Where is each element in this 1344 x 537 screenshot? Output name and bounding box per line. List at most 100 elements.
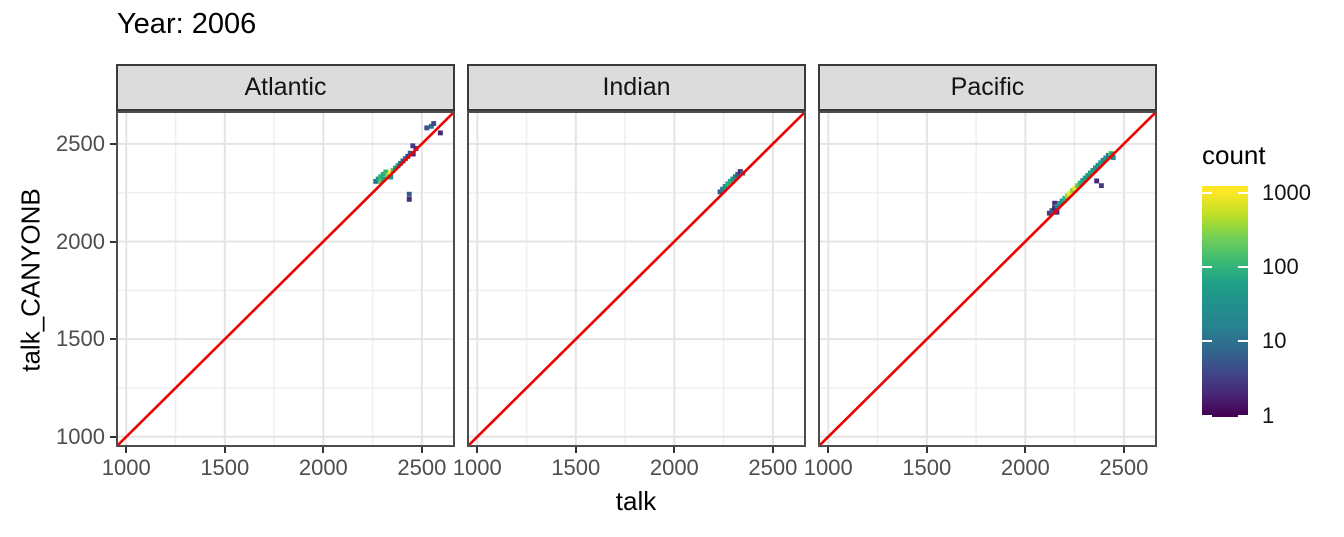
legend-tick-label: 1000 xyxy=(1262,179,1311,205)
facet-strip-label: Pacific xyxy=(950,73,1025,101)
facet-strip-atlantic: Atlantic xyxy=(116,64,455,111)
count-bin xyxy=(717,189,723,195)
count-bin xyxy=(1072,185,1078,191)
colorbar-tick xyxy=(1202,340,1212,343)
count-bin xyxy=(388,170,393,176)
x-tick-label: 2000 xyxy=(298,455,348,480)
count-bin xyxy=(437,130,443,136)
colorbar-tick xyxy=(1238,340,1248,343)
count-bin xyxy=(1100,157,1106,163)
count-bin xyxy=(1095,162,1101,168)
x-tick-label: 2500 xyxy=(397,455,447,480)
x-tick-mark xyxy=(673,447,676,453)
x-tick-mark xyxy=(925,447,928,453)
count-bin xyxy=(1069,188,1075,194)
count-bin xyxy=(722,183,728,189)
facet-strip-pacific: Pacific xyxy=(818,64,1157,111)
x-tick-label: 1500 xyxy=(902,455,952,480)
x-tick-mark xyxy=(574,447,577,453)
plot-title: Year: 2006 xyxy=(117,8,257,40)
count-bin xyxy=(1054,209,1060,215)
x-tick-label: 1000 xyxy=(101,455,151,480)
count-bin xyxy=(1062,195,1068,201)
x-tick-label: 2500 xyxy=(748,455,798,480)
x-tick-mark xyxy=(420,447,423,453)
legend-tick-label: 1 xyxy=(1262,402,1275,428)
count-bin xyxy=(730,176,736,182)
colorbar-tick xyxy=(1202,414,1212,417)
count-bin xyxy=(1059,198,1065,204)
count-bin xyxy=(1052,205,1057,211)
count-bin xyxy=(381,176,387,182)
count-bin xyxy=(1057,200,1063,206)
legend-colorbar xyxy=(1202,186,1248,417)
count-bin xyxy=(725,181,731,187)
x-tick-mark xyxy=(322,447,325,453)
colorbar-tick xyxy=(1238,191,1248,194)
identity-reference-line xyxy=(820,113,1155,445)
count-bin xyxy=(378,179,384,185)
count-bin xyxy=(1094,178,1100,184)
count-bin xyxy=(1110,155,1116,160)
count-bin xyxy=(407,150,413,156)
y-tick-label: 2500 xyxy=(56,130,105,156)
count-bin xyxy=(1093,165,1098,171)
count-bin xyxy=(1049,208,1055,214)
count-bin xyxy=(1087,170,1093,176)
colorbar-tick xyxy=(1202,266,1212,268)
count-bin xyxy=(1054,203,1060,209)
count-bin xyxy=(1082,175,1088,181)
legend-title: count xyxy=(1202,140,1266,170)
facet-strip-indian: Indian xyxy=(467,64,806,111)
count-bin xyxy=(380,171,386,177)
count-bin xyxy=(388,174,394,180)
x-tick-mark xyxy=(771,447,774,453)
y-tick-mark xyxy=(110,142,116,145)
count-bin xyxy=(392,165,398,171)
count-bin xyxy=(1046,210,1052,216)
count-bin xyxy=(1052,200,1058,206)
count-bin xyxy=(431,121,437,126)
x-tick-label: 1500 xyxy=(200,455,250,480)
x-tick-mark xyxy=(1024,447,1027,453)
y-tick-mark xyxy=(110,435,116,438)
facet-strip-label: Indian xyxy=(602,73,671,101)
facet-strip-label: Atlantic xyxy=(244,73,327,101)
count-bin xyxy=(406,196,412,202)
count-bin xyxy=(428,123,434,129)
x-tick-mark xyxy=(125,447,128,453)
legend-tick-label: 100 xyxy=(1262,254,1299,279)
count-bin xyxy=(378,174,384,180)
x-tick-label: 2000 xyxy=(649,455,699,480)
legend-tick-label: 10 xyxy=(1262,328,1287,354)
colorbar-tick xyxy=(1202,191,1212,194)
y-tick-label: 1500 xyxy=(56,326,105,352)
colorbar-tick xyxy=(1238,266,1248,268)
y-tick-mark xyxy=(110,338,116,341)
count-bin xyxy=(720,186,726,192)
x-tick-label: 1000 xyxy=(452,455,502,480)
count-bin xyxy=(1075,183,1081,189)
panel-canvas-atlantic xyxy=(118,113,453,445)
y-tick-label: 2000 xyxy=(56,228,105,254)
count-bin xyxy=(383,169,389,175)
count-bin xyxy=(727,178,733,184)
x-tick-mark xyxy=(827,447,830,453)
x-tick-label: 1500 xyxy=(551,455,601,480)
count-bin xyxy=(1105,152,1111,158)
identity-reference-line xyxy=(118,113,453,445)
identity-reference-line xyxy=(469,113,804,445)
count-bin xyxy=(1098,160,1104,166)
count-bin xyxy=(1077,180,1083,186)
count-bin xyxy=(1067,190,1073,196)
x-axis-title: talk xyxy=(615,486,657,516)
count-bin xyxy=(406,191,412,197)
count-bin xyxy=(735,171,741,177)
count-bin xyxy=(373,178,379,184)
count-bin xyxy=(1098,183,1104,189)
panel-indian xyxy=(467,111,806,447)
count-bin xyxy=(1085,173,1091,178)
x-tick-label: 2000 xyxy=(1000,455,1050,480)
x-tick-label: 2500 xyxy=(1099,455,1149,480)
